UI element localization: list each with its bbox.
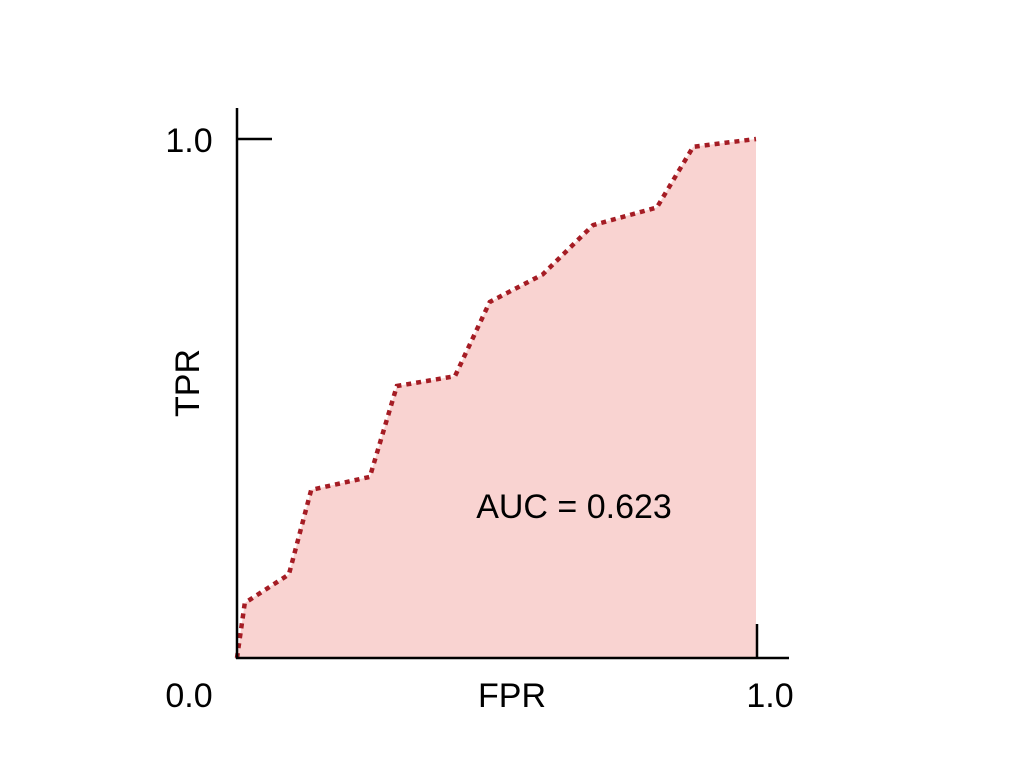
auc-area [237,139,756,658]
y-axis-label: TPR [169,349,207,417]
x-tick-label-1: 1.0 [746,677,793,715]
y-tick-label-1: 1.0 [165,122,212,160]
auc-annotation: AUC = 0.623 [476,488,672,526]
x-axis-label: FPR [478,677,546,715]
x-tick-label-0: 0.0 [165,677,212,715]
